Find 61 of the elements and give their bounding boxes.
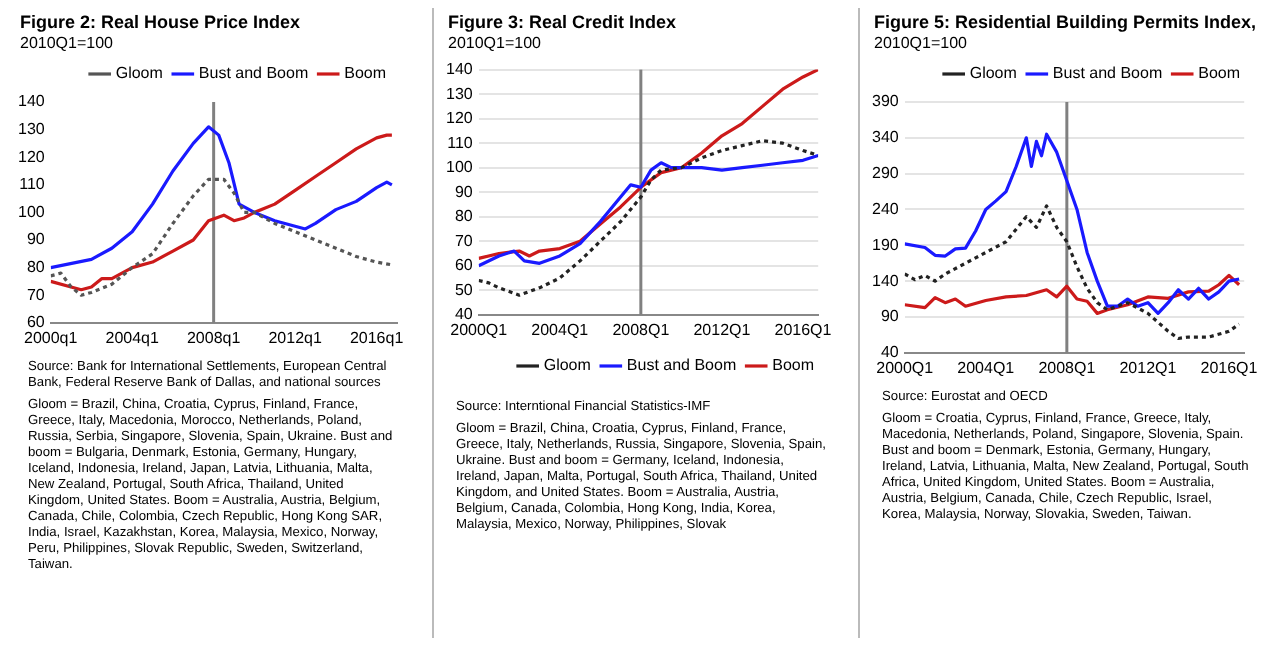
- chart-title: Figure 2: Real House Price Index: [18, 12, 303, 34]
- y-tick-label: 340: [871, 128, 900, 147]
- x-tick-label: 2016Q1: [1200, 358, 1259, 377]
- y-tick-label: 100: [17, 202, 46, 221]
- x-tick-label: 2004Q1: [957, 358, 1016, 377]
- y-tick-label: 110: [19, 175, 46, 194]
- y-tick-label: 140: [445, 60, 474, 79]
- y-tick-label: 120: [445, 109, 474, 128]
- legend-label: Boom: [772, 356, 815, 375]
- legend-label: Boom: [1198, 64, 1241, 83]
- x-tick-label: 2008Q1: [1038, 358, 1097, 377]
- x-tick-label: 2008q1: [186, 328, 242, 347]
- chart-subtitle: 2010Q1=100: [872, 34, 969, 54]
- y-tick-label: 80: [26, 258, 46, 277]
- y-tick-label: 120: [17, 147, 46, 166]
- x-tick-label: 2000q1: [23, 328, 79, 347]
- y-tick-label: 90: [26, 230, 46, 249]
- y-tick-label: 60: [26, 313, 46, 332]
- y-tick-label: 290: [871, 164, 900, 183]
- legend-label: Bust and Boom: [198, 64, 309, 83]
- legend-label: Bust and Boom: [626, 356, 737, 375]
- y-tick-label: 70: [454, 231, 474, 250]
- x-tick-label: 2012q1: [268, 328, 323, 347]
- y-tick-label: 240: [871, 199, 900, 218]
- y-tick-label: 390: [871, 92, 900, 111]
- chart-subtitle: 2010Q1=100: [18, 34, 115, 54]
- y-tick-label: 40: [454, 305, 474, 324]
- x-tick-label: 2004q1: [105, 328, 160, 347]
- legend-label: Bust and Boom: [1052, 64, 1163, 83]
- legend-label: Boom: [344, 64, 387, 83]
- y-tick-label: 80: [454, 207, 474, 226]
- x-tick-label: 2012Q1: [1119, 358, 1178, 377]
- legend-label: Gloom: [969, 64, 1018, 83]
- x-tick-label: 2012Q1: [693, 320, 752, 339]
- chart-title: Figure 3: Real Credit Index: [446, 12, 679, 34]
- x-tick-label: 2016Q1: [774, 320, 833, 339]
- y-tick-label: 100: [445, 158, 474, 177]
- y-tick-label: 70: [26, 285, 46, 304]
- x-tick-label: 2016q1: [349, 328, 405, 347]
- y-tick-label: 130: [445, 84, 474, 103]
- x-tick-label: 2004Q1: [531, 320, 590, 339]
- chart-title: Figure 5: Residential Building Permits Index,: [872, 12, 1259, 34]
- y-tick-label: 140: [17, 92, 46, 111]
- line-series: [50, 177, 394, 297]
- y-tick-label: 110: [447, 133, 474, 152]
- y-tick-label: 40: [880, 343, 900, 362]
- y-tick-label: 190: [871, 235, 900, 254]
- legend-label: Gloom: [543, 356, 592, 375]
- line-series: [904, 204, 1241, 341]
- x-tick-label: 2008Q1: [612, 320, 671, 339]
- y-tick-label: 90: [454, 182, 474, 201]
- legend-label: Gloom: [115, 64, 164, 83]
- y-tick-label: 140: [871, 271, 900, 290]
- x-tick-label: 2000Q1: [876, 358, 935, 377]
- x-tick-label: 2000Q1: [450, 320, 509, 339]
- chart-subtitle: 2010Q1=100: [446, 34, 543, 54]
- y-tick-label: 50: [454, 280, 474, 299]
- y-tick-label: 90: [880, 307, 900, 326]
- line-series: [478, 139, 819, 297]
- y-tick-label: 60: [454, 256, 474, 275]
- y-tick-label: 130: [17, 120, 46, 139]
